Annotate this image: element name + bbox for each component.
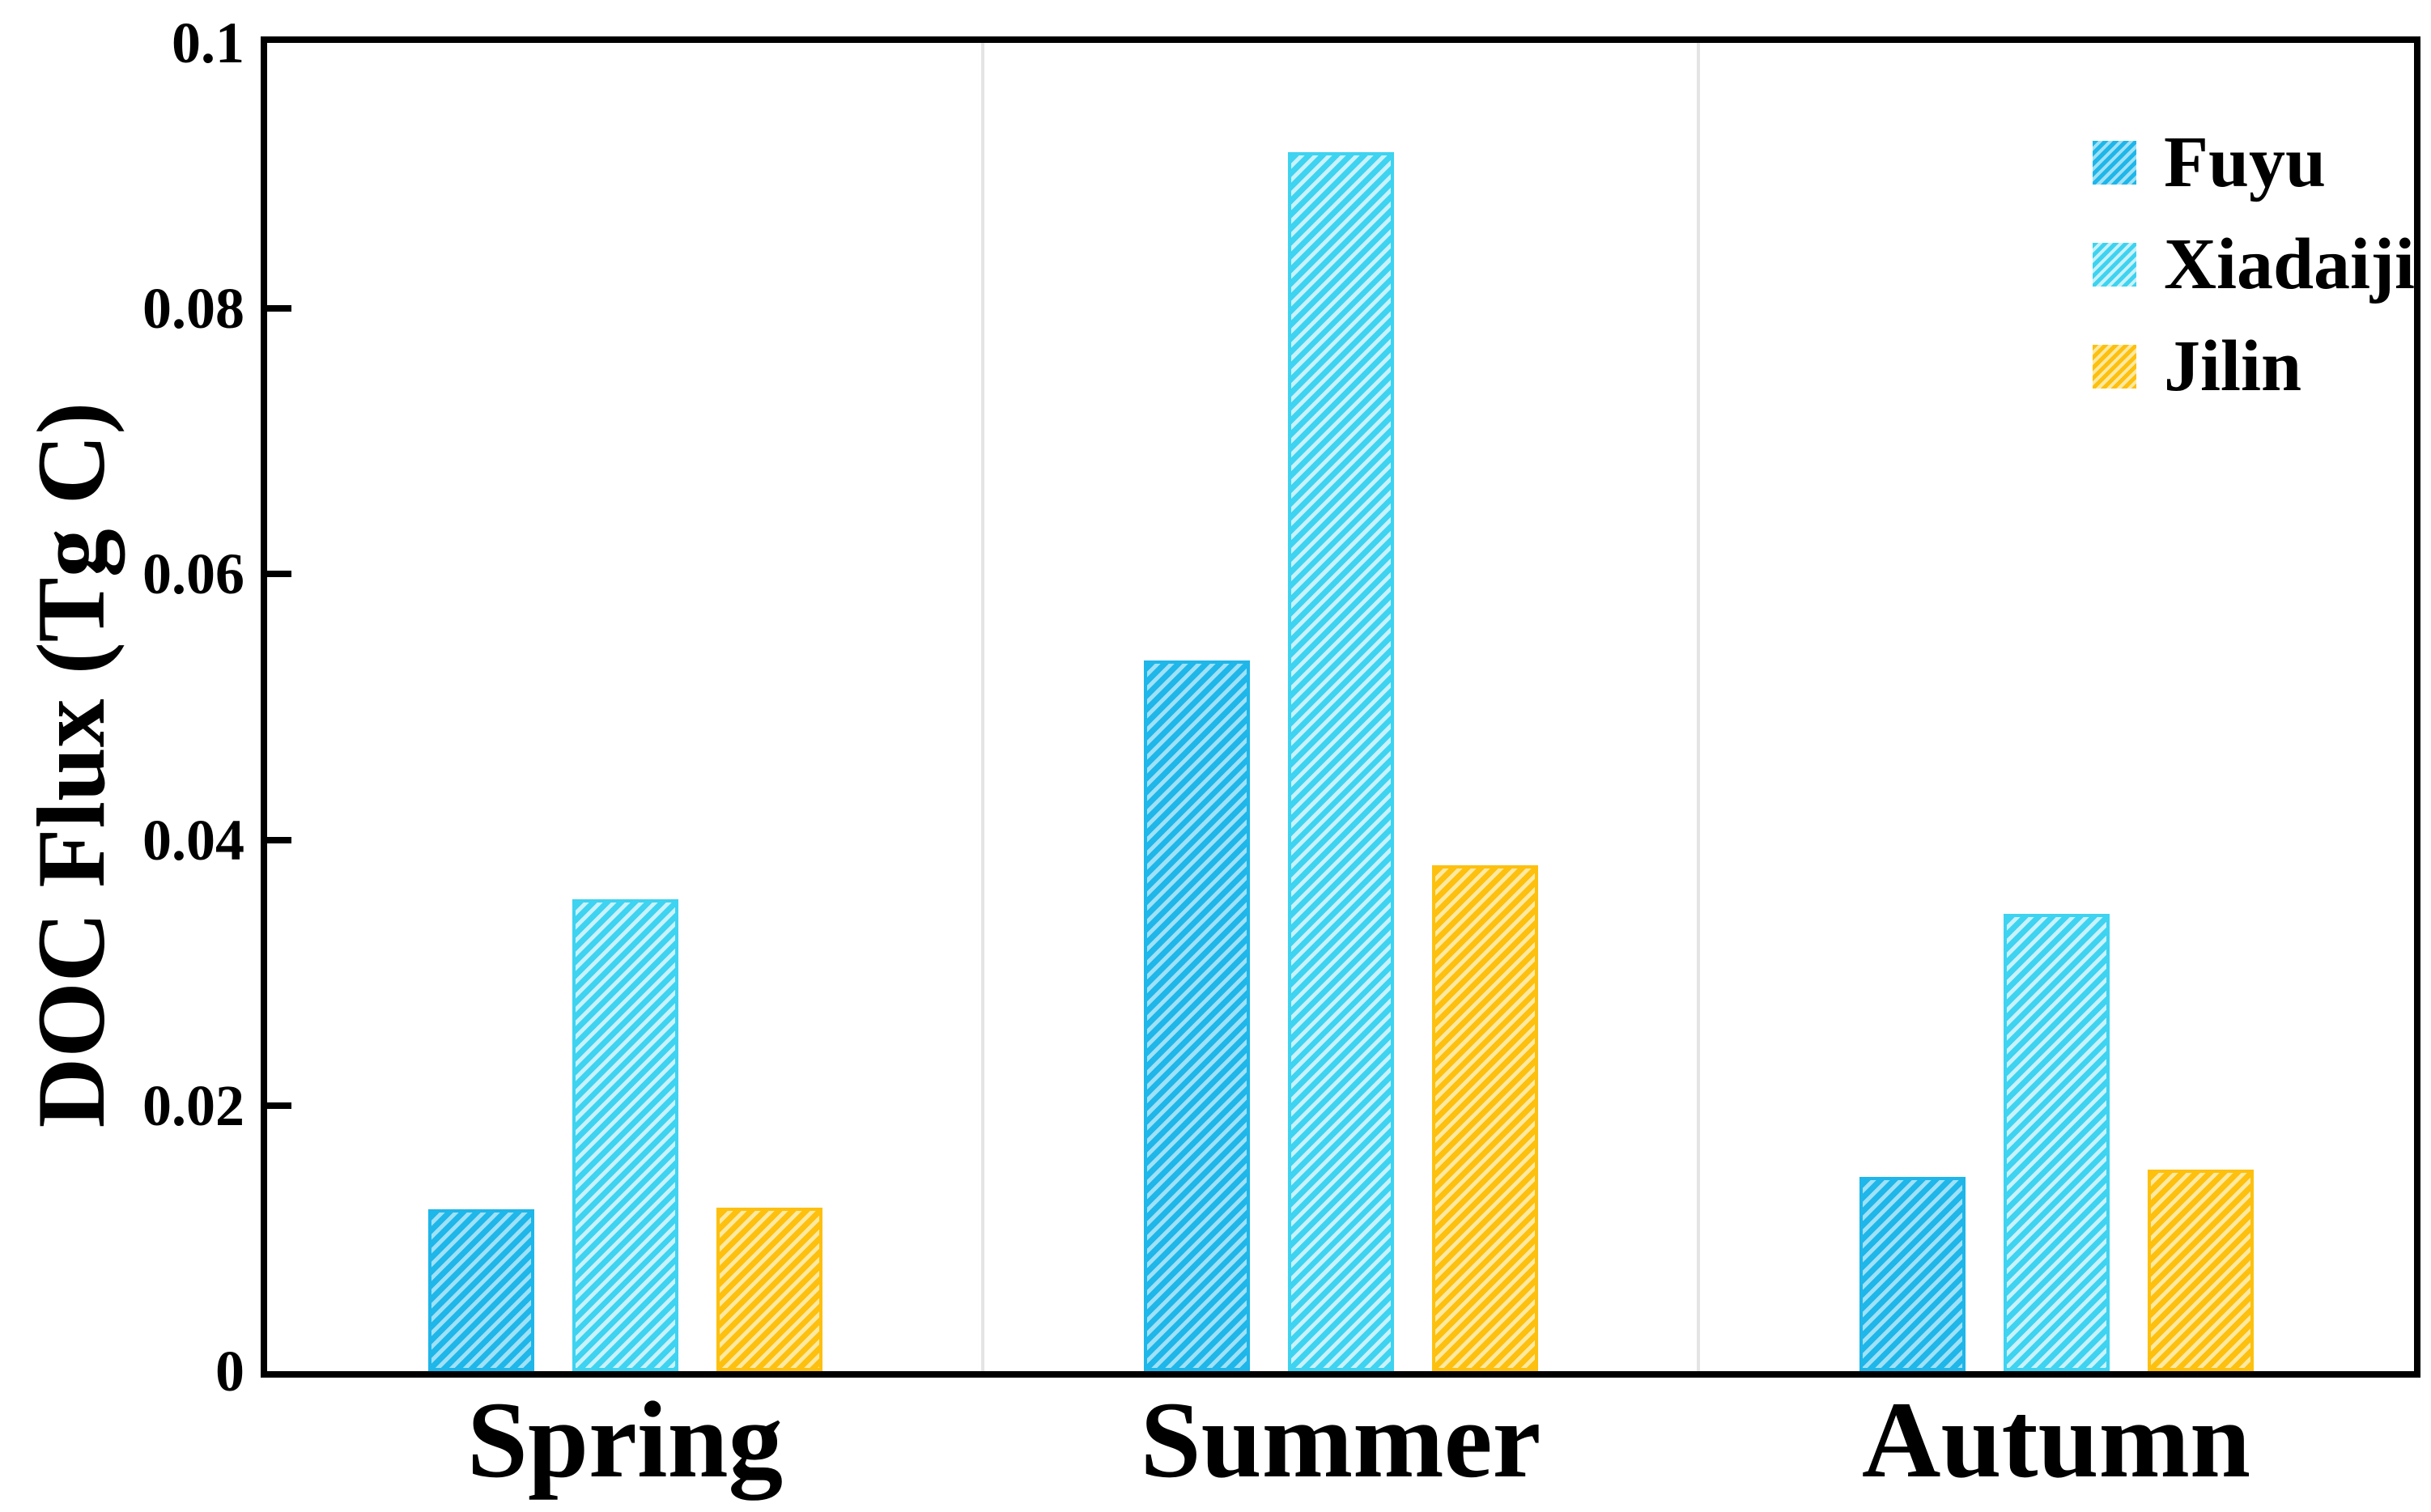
legend-swatch-xiadaiji <box>2093 243 2136 287</box>
bar-jilin-spring <box>716 1208 822 1371</box>
plot-area: Fuyu Xiadaiji Jilin <box>261 36 2420 1378</box>
bar-xiadaiji-summer <box>1287 152 1394 1371</box>
x-category-label-autumn: Autumn <box>1861 1380 2251 1501</box>
legend-label-jilin: Jilin <box>2164 326 2302 406</box>
y-tick-label: 0.1 <box>172 11 244 75</box>
legend-label-fuyu: Fuyu <box>2164 122 2327 202</box>
legend-label-xiadaiji: Xiadaiji <box>2164 224 2416 304</box>
bar-xiadaiji-autumn <box>2003 914 2110 1371</box>
y-tick-label: 0.02 <box>142 1072 244 1138</box>
bar-fuyu-autumn <box>1859 1177 1966 1371</box>
category-separator <box>1697 43 1700 1371</box>
x-category-label-spring: Spring <box>466 1380 784 1501</box>
bar-jilin-autumn <box>2147 1170 2254 1371</box>
legend-swatch-fuyu <box>2093 141 2136 185</box>
bar-fuyu-summer <box>1143 660 1250 1371</box>
legend-swatch-jilin <box>2093 345 2136 389</box>
x-category-label-summer: Summer <box>1140 1380 1541 1501</box>
y-tick-label: 0 <box>215 1339 244 1404</box>
y-tick-label: 0.04 <box>142 807 244 873</box>
y-tick-mark <box>267 305 291 312</box>
y-axis-title: DOC Flux (Tg C) <box>17 401 125 1128</box>
y-tick-label: 0.08 <box>142 276 244 342</box>
y-tick-label: 0.06 <box>142 542 244 607</box>
y-tick-mark <box>267 571 291 578</box>
y-tick-mark <box>267 1102 291 1109</box>
legend-item-xiadaiji: Xiadaiji <box>2093 214 2415 316</box>
legend: Fuyu Xiadaiji Jilin <box>2093 112 2415 418</box>
legend-item-jilin: Jilin <box>2093 316 2415 418</box>
y-tick-mark <box>267 836 291 843</box>
bar-xiadaiji-spring <box>572 899 678 1371</box>
bar-fuyu-spring <box>427 1209 534 1371</box>
legend-item-fuyu: Fuyu <box>2093 112 2415 214</box>
category-separator <box>981 43 984 1371</box>
bar-jilin-summer <box>1431 865 1538 1371</box>
